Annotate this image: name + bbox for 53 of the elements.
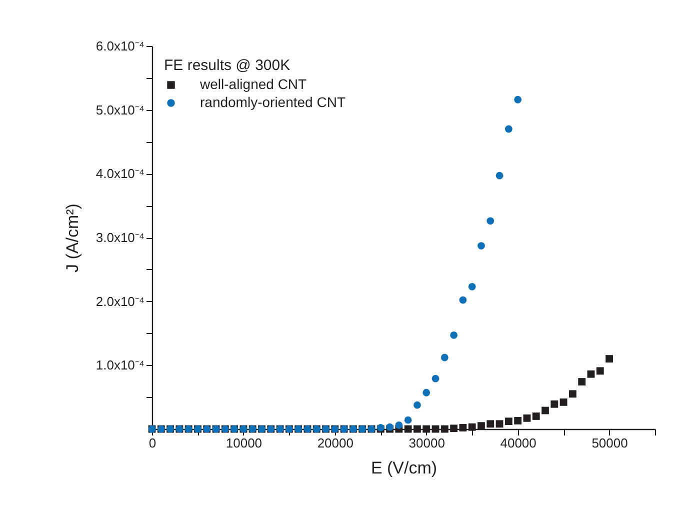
point xyxy=(478,242,485,250)
y-tick-label: 2.0x10⁻⁴ xyxy=(96,294,144,309)
point xyxy=(450,424,458,432)
point xyxy=(459,424,467,432)
point xyxy=(468,423,476,431)
point xyxy=(514,416,522,424)
x-axis-title: E (V/cm) xyxy=(370,458,438,478)
point xyxy=(532,412,540,420)
point xyxy=(496,420,504,428)
y-tick-label: 1.0x10⁻⁴ xyxy=(96,358,144,373)
point xyxy=(587,370,595,378)
point xyxy=(606,355,613,362)
point xyxy=(478,422,485,430)
legend-label: randomly-oriented CNT xyxy=(200,94,346,110)
point xyxy=(395,421,403,429)
x-tick-label: 20000 xyxy=(317,436,354,450)
y-tick-label: 6.0x10⁻⁴ xyxy=(96,38,144,54)
point xyxy=(504,418,512,426)
legend-label: well-aligned CNT xyxy=(199,76,308,92)
point xyxy=(550,400,558,408)
point xyxy=(523,414,531,422)
point xyxy=(450,331,458,339)
point xyxy=(596,367,604,375)
point xyxy=(422,425,430,433)
point xyxy=(440,425,448,433)
legend-title: FE results @ 300K xyxy=(164,57,290,74)
x-tick-label: 40000 xyxy=(500,436,536,450)
point xyxy=(560,398,568,406)
point xyxy=(404,425,412,433)
x-tick-label: 50000 xyxy=(592,436,628,450)
x-tick-label: 30000 xyxy=(408,436,445,450)
point xyxy=(568,390,576,398)
point xyxy=(542,406,549,414)
y-tick-label: 5.0x10⁻⁴ xyxy=(96,102,144,118)
point xyxy=(459,296,467,304)
y-tick-label: 4.0x10⁻⁴ xyxy=(96,166,144,182)
point xyxy=(440,354,448,362)
point xyxy=(422,388,430,396)
point xyxy=(414,401,421,409)
point xyxy=(486,420,494,428)
point xyxy=(432,374,440,382)
x-tick-label: 10000 xyxy=(226,436,262,450)
y-axis-title: J (A/cm²) xyxy=(62,204,82,272)
x-tick-label: 0 xyxy=(148,436,156,450)
point xyxy=(404,416,412,424)
point xyxy=(578,378,586,386)
point xyxy=(496,172,504,180)
point xyxy=(514,96,522,104)
point xyxy=(504,125,512,133)
point xyxy=(414,425,421,433)
y-tick-label: 3.0x10⁻⁴ xyxy=(96,230,144,245)
point xyxy=(486,217,494,225)
point xyxy=(468,282,476,290)
